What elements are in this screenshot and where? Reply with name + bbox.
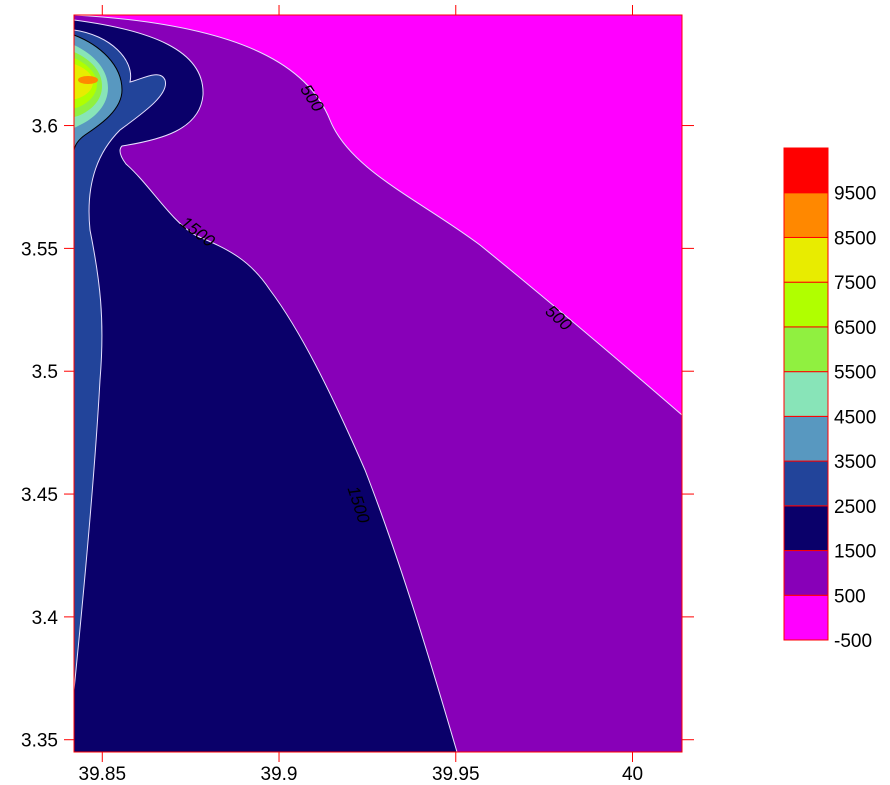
plot-area xyxy=(73,14,683,753)
legend-label: 500 xyxy=(834,586,866,607)
legend-swatch xyxy=(783,505,829,552)
legend-label: 8500 xyxy=(834,228,876,249)
contour-line-500 xyxy=(73,14,683,416)
y-tick-label: 3.45 xyxy=(21,485,58,506)
y-tick-label: 3.55 xyxy=(21,239,58,260)
contour-line-3500 xyxy=(73,34,123,151)
x-tick-label: 40 xyxy=(622,764,643,785)
legend-label: 6500 xyxy=(834,318,876,339)
contour-line-1500 xyxy=(73,19,458,753)
contour-line-2500 xyxy=(73,29,166,691)
legend-label: 5500 xyxy=(834,363,876,384)
legend-swatch xyxy=(783,281,829,328)
legend-label: 3500 xyxy=(834,452,876,473)
legend-swatch xyxy=(783,594,829,641)
legend-swatch xyxy=(783,460,829,507)
y-tick-label: 3.6 xyxy=(32,117,58,138)
x-tick-label: 39.9 xyxy=(261,764,298,785)
legend-swatch xyxy=(783,236,829,283)
legend-label: -500 xyxy=(834,631,872,652)
x-tick-label: 39.95 xyxy=(432,764,480,785)
band-minus-500 xyxy=(74,15,682,415)
y-tick-label: 3.5 xyxy=(32,362,58,383)
legend-swatch xyxy=(783,192,829,238)
legend-swatch xyxy=(783,147,829,194)
x-axis: 39.85 39.9 39.95 40 xyxy=(79,5,643,785)
band-1500 xyxy=(74,20,457,752)
legend-label: 4500 xyxy=(834,407,876,428)
colorbar-legend: -500 500 1500 2500 3500 4500 5500 6500 7500 8500 9… xyxy=(783,147,876,652)
band-8500 xyxy=(78,76,98,84)
legend-label: 1500 xyxy=(834,542,876,563)
legend-swatch xyxy=(783,415,829,462)
y-tick-label: 3.4 xyxy=(32,608,59,629)
plot-frame xyxy=(73,14,683,753)
legend-swatch xyxy=(783,371,829,417)
legend-label: 2500 xyxy=(834,497,876,518)
legend-label: 7500 xyxy=(834,273,876,294)
legend-swatch xyxy=(783,326,829,373)
legend-swatch xyxy=(783,550,829,596)
y-axis: 3.35 3.4 3.45 3.5 3.55 3.6 xyxy=(21,117,694,752)
y-tick-label: 3.35 xyxy=(21,731,58,752)
x-tick-label: 39.85 xyxy=(79,764,127,785)
legend-label: 9500 xyxy=(834,184,876,205)
